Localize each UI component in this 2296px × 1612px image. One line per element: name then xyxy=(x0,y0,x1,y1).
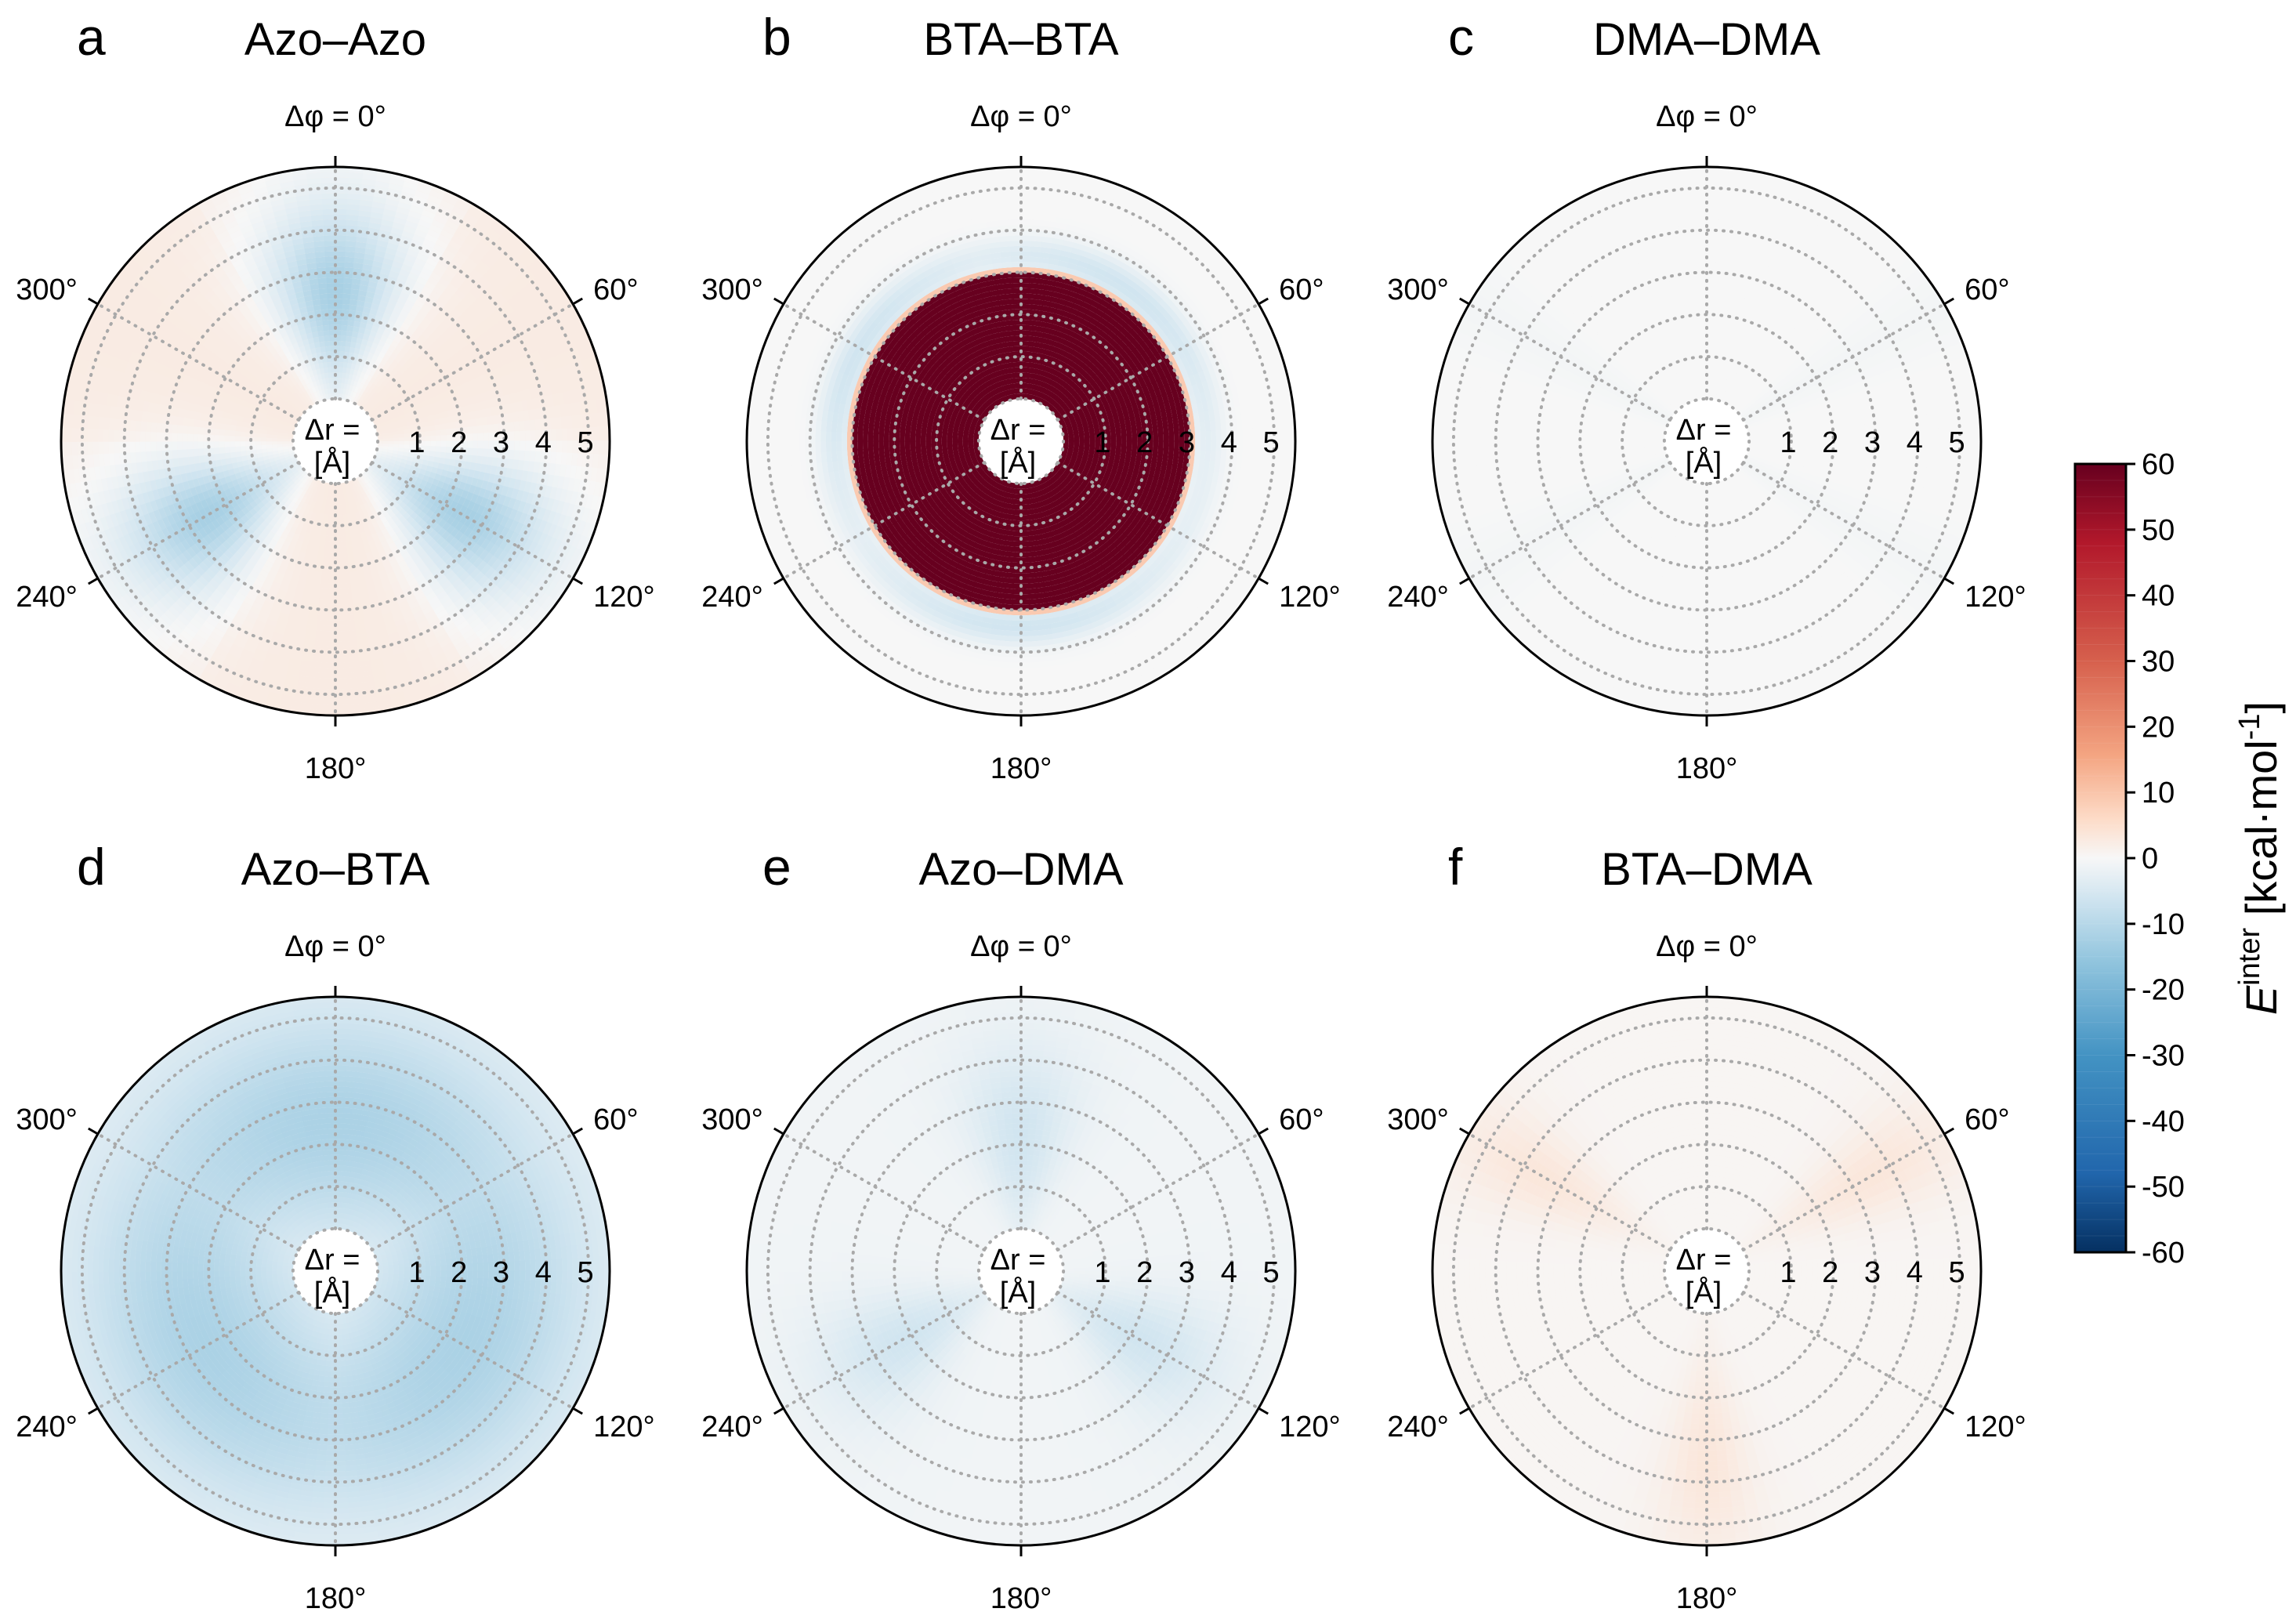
heat-cell xyxy=(399,434,404,438)
figure: a Azo–AzoΔφ = 0°60°120°180°240°300°1 2 3 4 5Δ… xyxy=(0,0,2296,1612)
heat-cell xyxy=(282,441,288,444)
heat-cell xyxy=(262,441,267,445)
heat-cell xyxy=(339,509,343,515)
heat-cell xyxy=(327,362,331,368)
heat-cell xyxy=(329,383,333,389)
heat-cell xyxy=(399,437,404,441)
panel-letter-a: a xyxy=(77,8,106,66)
heat-cell xyxy=(425,441,430,447)
heat-cell xyxy=(241,446,246,451)
heat-cell xyxy=(393,438,399,442)
heat-cell xyxy=(266,437,272,441)
heat-cell xyxy=(425,436,430,441)
heat-cell xyxy=(256,445,262,450)
heat-cell xyxy=(241,441,246,447)
heat-cell xyxy=(272,441,277,445)
heat-cell xyxy=(328,368,332,373)
heat-cell xyxy=(339,515,344,520)
heat-cell xyxy=(245,441,251,447)
heat-cell xyxy=(277,441,283,444)
heat-cell xyxy=(339,505,342,510)
heat-cell xyxy=(262,437,267,441)
heat-cell xyxy=(340,531,346,536)
heat-cell xyxy=(277,444,283,447)
heat-cell xyxy=(266,441,272,445)
heat-cell xyxy=(262,444,267,449)
heat-cell xyxy=(388,435,393,439)
heat-cell xyxy=(393,434,399,438)
heat-cell xyxy=(328,372,332,378)
heat-cell xyxy=(425,431,430,437)
heat-cell xyxy=(388,438,393,441)
heat-cell xyxy=(256,441,262,446)
panel-title-a: Azo–Azo xyxy=(244,14,426,65)
heat-cell xyxy=(251,441,256,446)
heat-cell xyxy=(266,444,272,448)
heat-cell xyxy=(338,494,342,499)
heat-cell xyxy=(256,437,262,441)
heat-cell xyxy=(399,441,404,445)
heat-cell xyxy=(339,499,342,505)
heat-cell xyxy=(241,436,246,441)
heat-cell xyxy=(328,378,332,383)
heat-cell xyxy=(272,444,277,448)
heat-cell xyxy=(383,438,389,441)
